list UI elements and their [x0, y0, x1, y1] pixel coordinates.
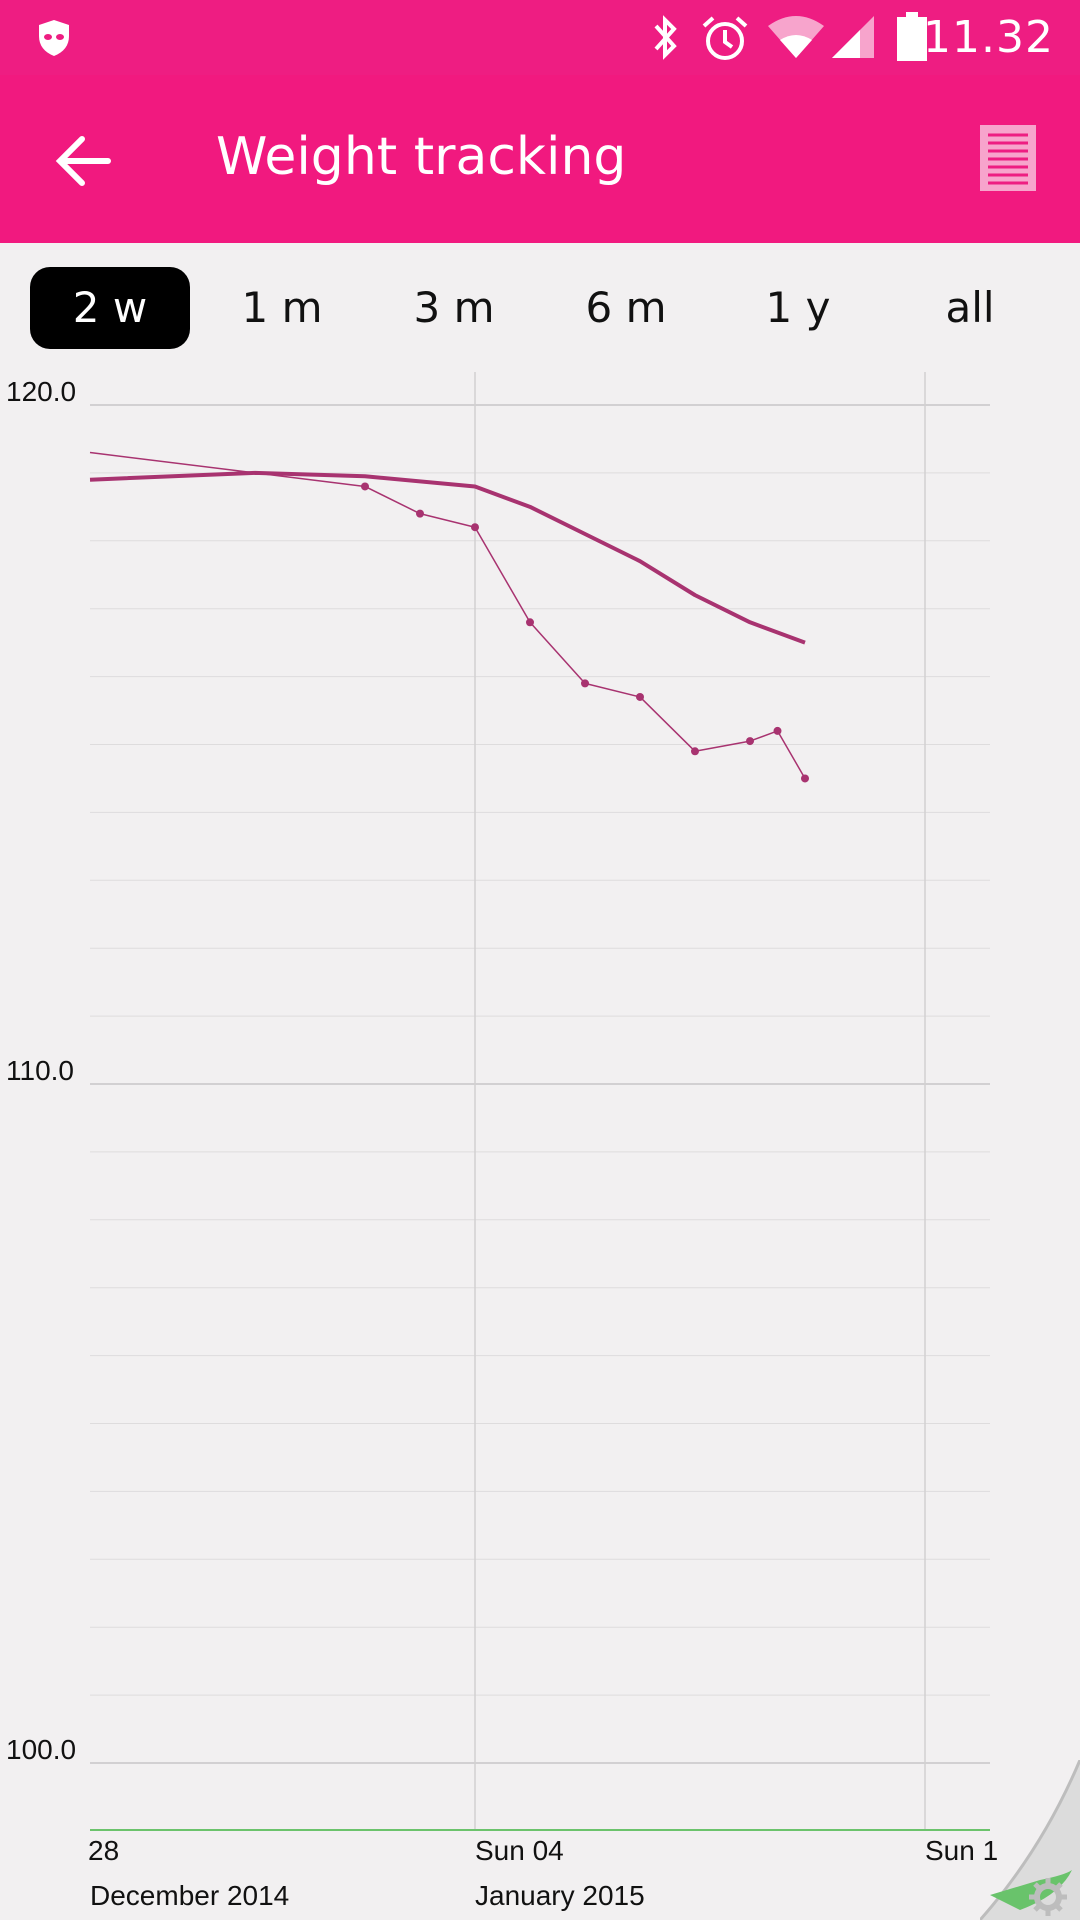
data-point	[746, 737, 754, 746]
data-point	[526, 618, 534, 627]
status-time: 11.32	[923, 12, 1054, 63]
y-tick-label: 110.0	[6, 1055, 74, 1086]
cell-signal-icon	[832, 16, 874, 58]
data-point	[691, 747, 699, 756]
battery-icon	[897, 12, 927, 61]
data-point	[636, 692, 644, 701]
data-point	[773, 726, 782, 735]
data-point	[361, 482, 369, 491]
x-month-label: January 2015	[475, 1880, 645, 1911]
arrow-back-icon[interactable]	[48, 125, 120, 197]
app-bar: Weight tracking	[0, 75, 1080, 243]
y-tick-label: 120.0	[6, 376, 76, 407]
x-month-label: December 2014	[90, 1880, 289, 1911]
range-tab-1m[interactable]: 1 m	[241, 283, 323, 332]
page-title: Weight tracking	[216, 127, 627, 187]
range-tab-all[interactable]: all	[945, 283, 995, 332]
wifi-icon	[768, 16, 824, 58]
alarm-icon	[702, 16, 748, 60]
y-tick-label: 100.0	[6, 1734, 76, 1765]
gear-icon	[1029, 1878, 1067, 1916]
trend-line	[89, 470, 806, 645]
x-tick-label: Sun 1	[925, 1835, 998, 1866]
data-point	[416, 509, 424, 518]
x-tick-label: 28	[88, 1835, 119, 1866]
range-selector: 2 w 1 m 3 m 6 m 1 y all	[0, 243, 1080, 373]
range-tab-3m[interactable]: 3 m	[413, 283, 495, 332]
range-tab-2w[interactable]: 2 w	[30, 267, 190, 349]
range-tab-6m[interactable]: 6 m	[585, 283, 667, 332]
status-bar: 11.32	[0, 0, 1080, 75]
x-tick-label: Sun 04	[475, 1835, 564, 1866]
settings-corner[interactable]	[980, 1760, 1080, 1920]
list-icon[interactable]	[980, 125, 1036, 191]
range-tab-1y[interactable]: 1 y	[765, 283, 831, 332]
measured-line	[89, 451, 806, 779]
data-point	[581, 679, 589, 688]
privacy-mask-icon	[39, 20, 69, 56]
data-point	[471, 523, 479, 532]
bluetooth-icon	[654, 15, 677, 60]
data-point	[801, 774, 809, 783]
